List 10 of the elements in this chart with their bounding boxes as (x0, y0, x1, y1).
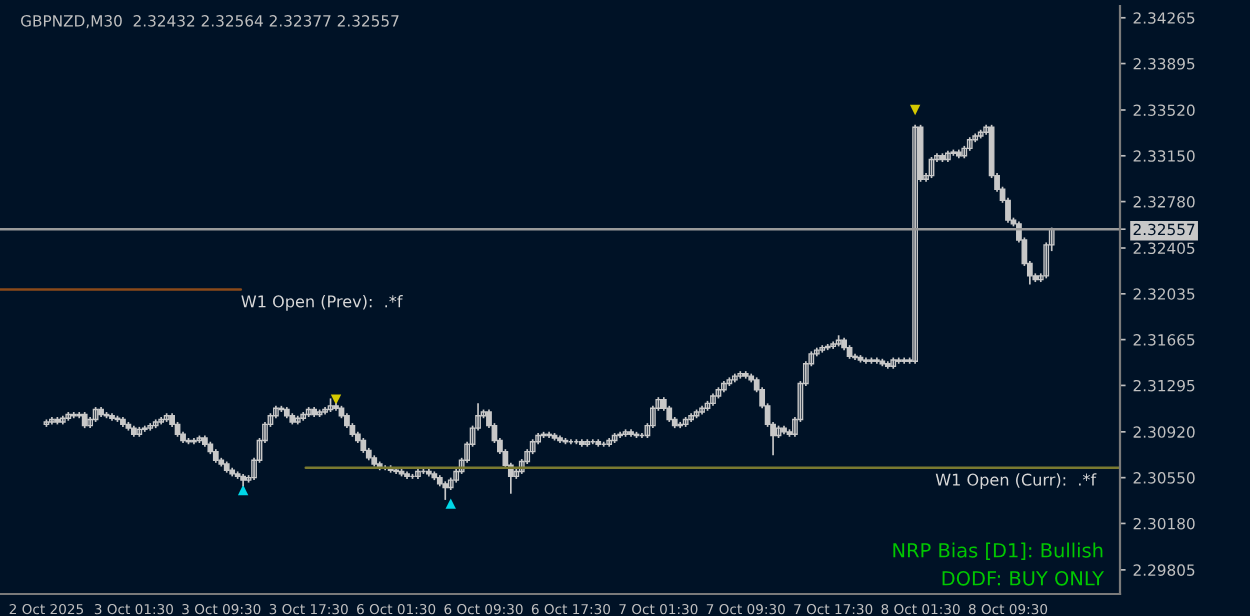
ref-line-label: W1 Open (Prev): .*f (241, 295, 403, 311)
point (237, 484, 249, 496)
point (909, 104, 921, 116)
annotation: NRP Bias [D1]: Bullish (893, 542, 1103, 560)
candlestick (901, 356, 908, 365)
ref-line-label: W1 Open (Curr): .*f (935, 473, 1097, 489)
annotation: DODF: BUY ONLY (942, 570, 1105, 586)
point (445, 498, 456, 509)
candlestick (863, 356, 869, 365)
point (330, 394, 342, 405)
